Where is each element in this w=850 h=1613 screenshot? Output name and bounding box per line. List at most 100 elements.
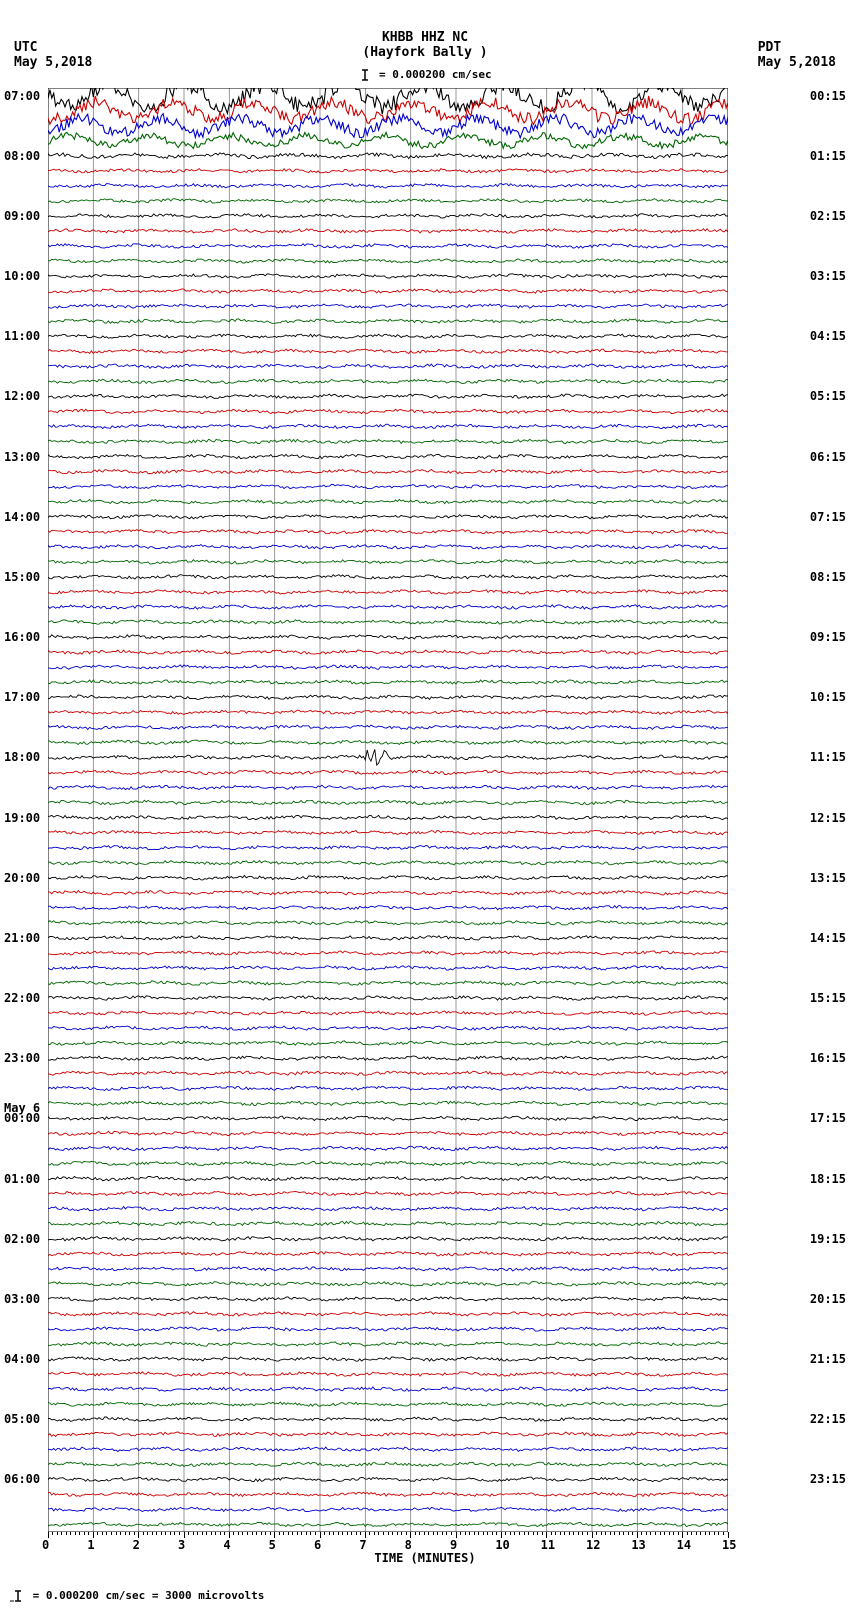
x-minor-tick bbox=[265, 1532, 266, 1535]
x-minor-tick bbox=[510, 1532, 511, 1535]
x-minor-tick bbox=[451, 1532, 452, 1535]
scale-bar-icon bbox=[358, 68, 372, 82]
left-time-label: 12:00 bbox=[4, 389, 40, 403]
x-minor-tick bbox=[397, 1532, 398, 1535]
x-minor-tick bbox=[125, 1532, 126, 1535]
x-minor-tick bbox=[456, 1532, 457, 1538]
x-minor-tick bbox=[718, 1532, 719, 1535]
x-tick-label: 5 bbox=[269, 1538, 276, 1552]
x-minor-tick bbox=[188, 1532, 189, 1535]
x-minor-tick bbox=[279, 1532, 280, 1535]
seismogram-svg bbox=[48, 88, 728, 1532]
x-minor-tick bbox=[592, 1532, 593, 1538]
x-minor-tick bbox=[428, 1532, 429, 1535]
x-minor-tick bbox=[637, 1532, 638, 1538]
x-minor-tick bbox=[582, 1532, 583, 1535]
x-minor-tick bbox=[610, 1532, 611, 1535]
x-tick-label: 2 bbox=[133, 1538, 140, 1552]
x-tick-label: 4 bbox=[223, 1538, 230, 1552]
right-time-label: 14:15 bbox=[810, 931, 846, 945]
left-timezone: UTC bbox=[14, 40, 92, 55]
x-tick-label: 10 bbox=[495, 1538, 509, 1552]
x-minor-tick bbox=[660, 1532, 661, 1535]
x-minor-tick bbox=[57, 1532, 58, 1535]
x-minor-tick bbox=[202, 1532, 203, 1535]
x-tick-label: 7 bbox=[359, 1538, 366, 1552]
x-minor-tick bbox=[474, 1532, 475, 1535]
x-minor-tick bbox=[546, 1532, 547, 1538]
right-time-label: 05:15 bbox=[810, 389, 846, 403]
x-minor-tick bbox=[605, 1532, 606, 1535]
left-time-label: 07:00 bbox=[4, 89, 40, 103]
x-minor-tick bbox=[106, 1532, 107, 1535]
x-minor-tick bbox=[388, 1532, 389, 1535]
left-time-label: 10:00 bbox=[4, 269, 40, 283]
x-minor-tick bbox=[320, 1532, 321, 1538]
right-time-label: 04:15 bbox=[810, 329, 846, 343]
x-minor-tick bbox=[614, 1532, 615, 1535]
x-minor-tick bbox=[601, 1532, 602, 1535]
left-time-label: 09:00 bbox=[4, 209, 40, 223]
x-minor-tick bbox=[283, 1532, 284, 1535]
left-time-label: 16:00 bbox=[4, 630, 40, 644]
x-minor-tick bbox=[297, 1532, 298, 1535]
left-time-label: 06:00 bbox=[4, 1472, 40, 1486]
x-minor-tick bbox=[514, 1532, 515, 1535]
x-minor-tick bbox=[342, 1532, 343, 1535]
x-minor-tick bbox=[650, 1532, 651, 1535]
x-minor-tick bbox=[533, 1532, 534, 1535]
x-minor-tick bbox=[446, 1532, 447, 1535]
left-time-label: 17:00 bbox=[4, 690, 40, 704]
left-time-label: 02:00 bbox=[4, 1232, 40, 1246]
x-minor-tick bbox=[655, 1532, 656, 1535]
x-minor-tick bbox=[728, 1532, 729, 1538]
x-minor-tick bbox=[66, 1532, 67, 1535]
x-minor-tick bbox=[165, 1532, 166, 1535]
x-tick-label: 3 bbox=[178, 1538, 185, 1552]
left-time-label: 01:00 bbox=[4, 1172, 40, 1186]
x-minor-tick bbox=[687, 1532, 688, 1535]
x-minor-tick bbox=[415, 1532, 416, 1535]
right-time-label: 18:15 bbox=[810, 1172, 846, 1186]
x-tick-label: 0 bbox=[42, 1538, 49, 1552]
x-minor-tick bbox=[569, 1532, 570, 1535]
x-minor-tick bbox=[61, 1532, 62, 1535]
header-title: KHBB HHZ NC (Hayfork Bally ) bbox=[0, 30, 850, 60]
x-minor-tick bbox=[628, 1532, 629, 1535]
x-minor-tick bbox=[465, 1532, 466, 1535]
x-minor-tick bbox=[623, 1532, 624, 1535]
x-minor-tick bbox=[147, 1532, 148, 1535]
x-minor-tick bbox=[673, 1532, 674, 1535]
right-time-label: 03:15 bbox=[810, 269, 846, 283]
x-minor-tick bbox=[310, 1532, 311, 1535]
x-minor-tick bbox=[48, 1532, 49, 1538]
x-minor-tick bbox=[292, 1532, 293, 1535]
x-minor-tick bbox=[678, 1532, 679, 1535]
x-tick-label: 11 bbox=[541, 1538, 555, 1552]
right-time-label: 13:15 bbox=[810, 871, 846, 885]
x-minor-tick bbox=[84, 1532, 85, 1535]
x-minor-tick bbox=[256, 1532, 257, 1535]
footer-scale: = 0.000200 cm/sec = 3000 microvolts bbox=[10, 1589, 264, 1603]
x-minor-tick bbox=[301, 1532, 302, 1535]
x-minor-tick bbox=[102, 1532, 103, 1535]
x-tick-label: 9 bbox=[450, 1538, 457, 1552]
x-minor-tick bbox=[116, 1532, 117, 1535]
header-left: UTC May 5,2018 bbox=[14, 40, 92, 70]
x-minor-tick bbox=[220, 1532, 221, 1535]
x-minor-tick bbox=[691, 1532, 692, 1535]
plot-area bbox=[48, 88, 728, 1532]
station-code: KHBB HHZ NC bbox=[0, 30, 850, 45]
x-minor-tick bbox=[134, 1532, 135, 1535]
x-minor-tick bbox=[596, 1532, 597, 1535]
right-timezone: PDT bbox=[758, 40, 836, 55]
x-minor-tick bbox=[646, 1532, 647, 1535]
x-minor-tick bbox=[501, 1532, 502, 1538]
x-minor-tick bbox=[578, 1532, 579, 1535]
x-minor-tick bbox=[184, 1532, 185, 1538]
x-minor-tick bbox=[723, 1532, 724, 1535]
x-minor-tick bbox=[211, 1532, 212, 1535]
x-tick-label: 6 bbox=[314, 1538, 321, 1552]
x-minor-tick bbox=[392, 1532, 393, 1535]
x-minor-tick bbox=[478, 1532, 479, 1535]
